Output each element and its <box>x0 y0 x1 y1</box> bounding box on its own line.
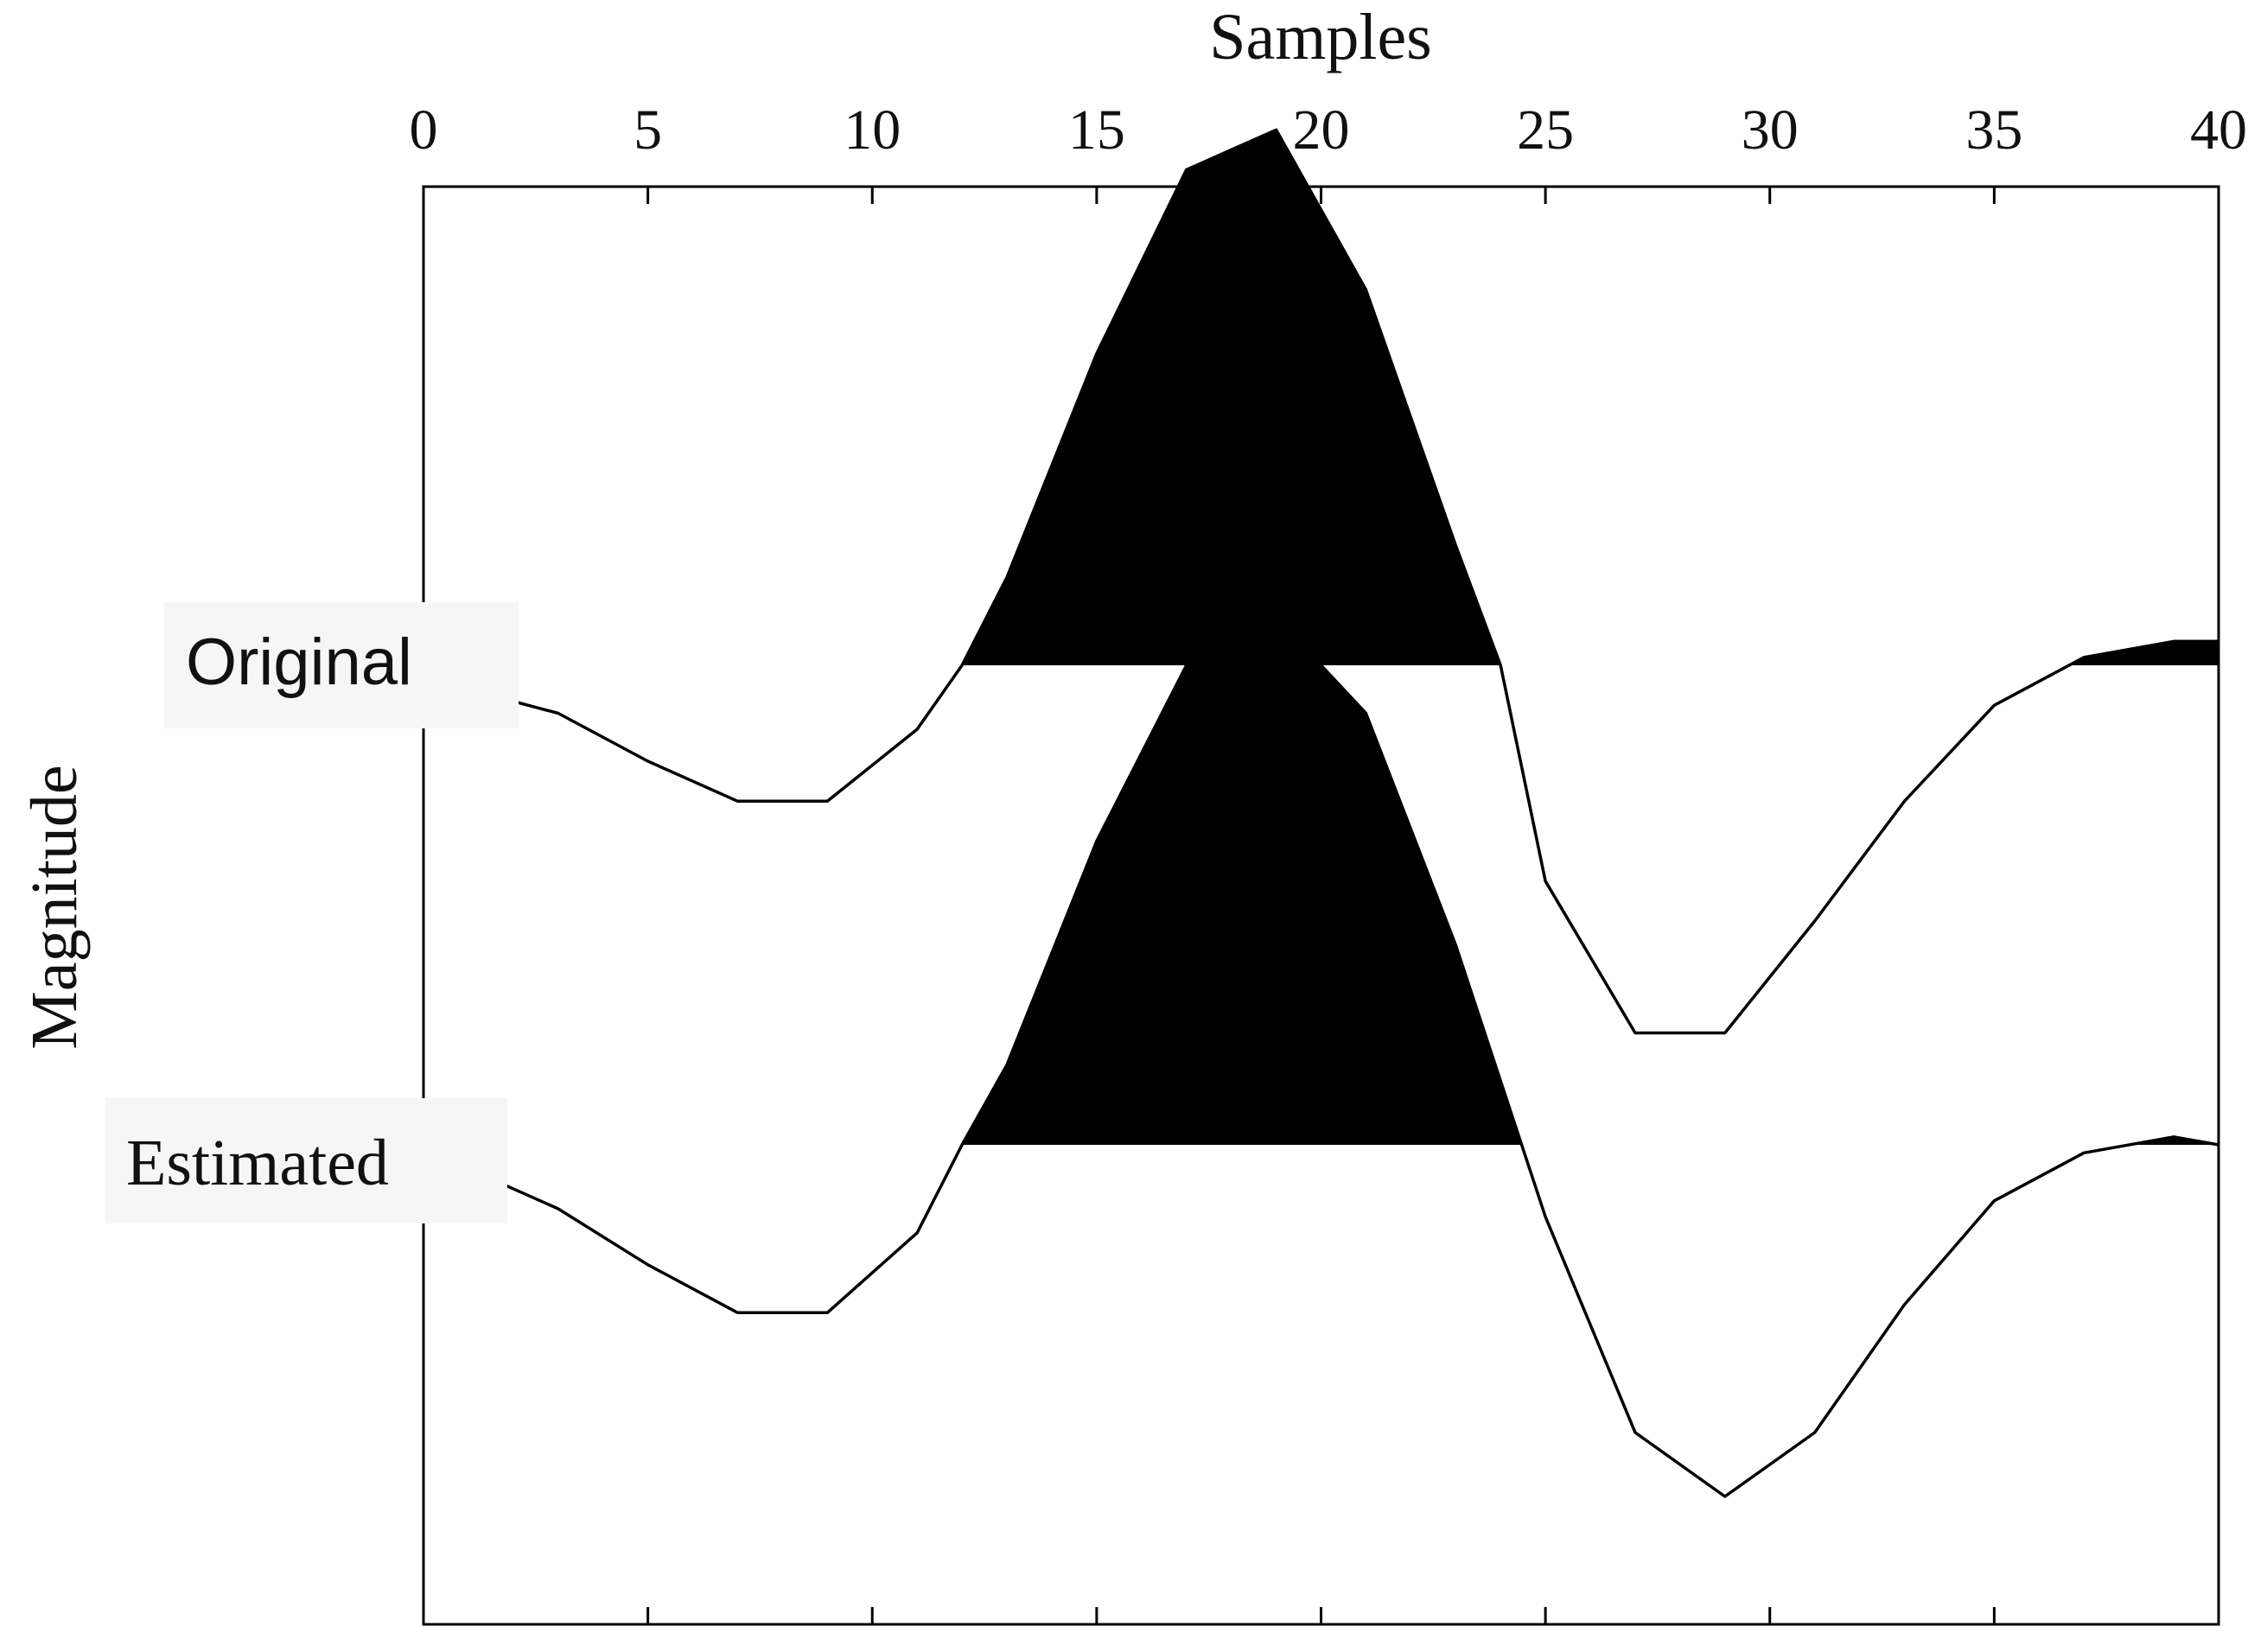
x-tick-label: 0 <box>410 98 438 162</box>
trace-labels: Original Estimated <box>105 602 519 1223</box>
x-axis-title: Samples <box>1209 1 1432 73</box>
trace-line-estimated <box>423 615 2219 1498</box>
trace-fill-original <box>962 130 2219 666</box>
x-tick-labels: 0 5 10 15 20 25 30 35 40 <box>410 98 2248 162</box>
x-tick-marks <box>422 187 2220 1624</box>
y-axis-title: Magnitude <box>18 765 91 1049</box>
trace-label-box <box>105 1098 507 1223</box>
trace-label-text: Original <box>186 626 412 699</box>
trace-label-box <box>164 602 519 728</box>
x-tick-label: 30 <box>1742 98 1799 162</box>
trace-line-original <box>423 128 2219 1035</box>
x-tick-label: 10 <box>844 98 901 162</box>
x-tick-label: 35 <box>1965 98 2022 162</box>
trace-label-text: Estimated <box>126 1127 389 1199</box>
x-tick-label: 25 <box>1517 98 1574 162</box>
x-tick-label: 15 <box>1068 98 1125 162</box>
trace-estimated <box>423 615 2219 1498</box>
x-tick-label: 40 <box>2190 98 2247 162</box>
trace-label-estimated: Estimated <box>105 1098 507 1223</box>
x-tick-label: 5 <box>634 98 662 162</box>
trace-group <box>423 128 2219 1498</box>
trace-original <box>423 128 2219 1035</box>
x-tick-label: 20 <box>1293 98 1350 162</box>
trace-label-original: Original <box>164 602 519 728</box>
trace-fill-estimated <box>962 617 2219 1145</box>
